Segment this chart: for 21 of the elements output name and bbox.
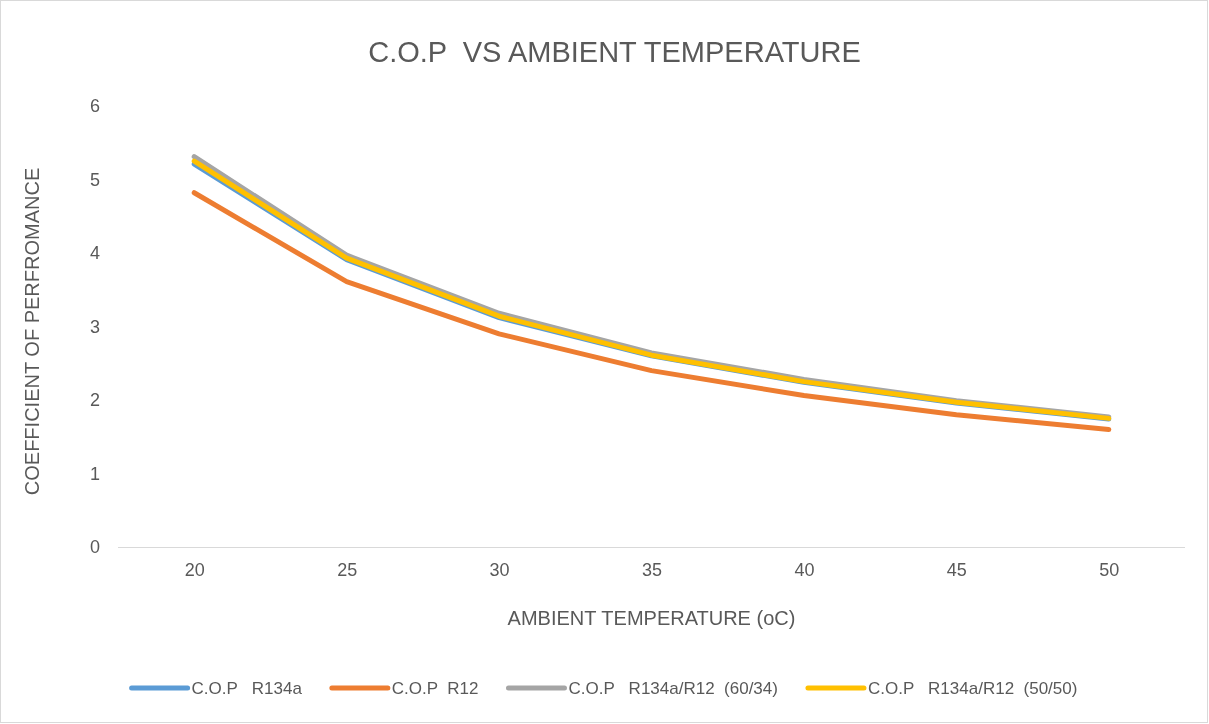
y-tick-label: 5: [89, 169, 100, 190]
y-tick-label: 0: [89, 537, 100, 558]
y-tick-label: 2: [89, 390, 100, 411]
x-tick-label: 50: [1099, 559, 1120, 580]
y-tick-label: 3: [89, 316, 100, 337]
x-tick-label: 25: [337, 559, 358, 580]
legend-label: C.O.P R134a/R12 (60/34): [568, 679, 778, 698]
y-tick-label: 4: [89, 243, 100, 264]
legend-label: C.O.P R12: [391, 679, 479, 698]
x-tick-label: 30: [489, 559, 510, 580]
chart-title: C.O.P VS AMBIENT TEMPERATURE: [368, 36, 861, 68]
x-axis-title: AMBIENT TEMPERATURE (oC): [507, 607, 796, 629]
x-tick-label: 45: [946, 559, 967, 580]
y-tick-label: 1: [89, 463, 100, 484]
x-tick-label: 35: [641, 559, 663, 580]
legend-label: C.O.P R134a: [191, 679, 303, 698]
y-axis-title: COEFFICIENT OF PERFROMANCE: [21, 167, 43, 496]
y-tick-label: 6: [89, 96, 100, 117]
x-tick-label: 20: [184, 559, 205, 580]
legend-label: C.O.P R134a/R12 (50/50): [867, 679, 1078, 698]
x-tick-label: 40: [794, 559, 815, 580]
